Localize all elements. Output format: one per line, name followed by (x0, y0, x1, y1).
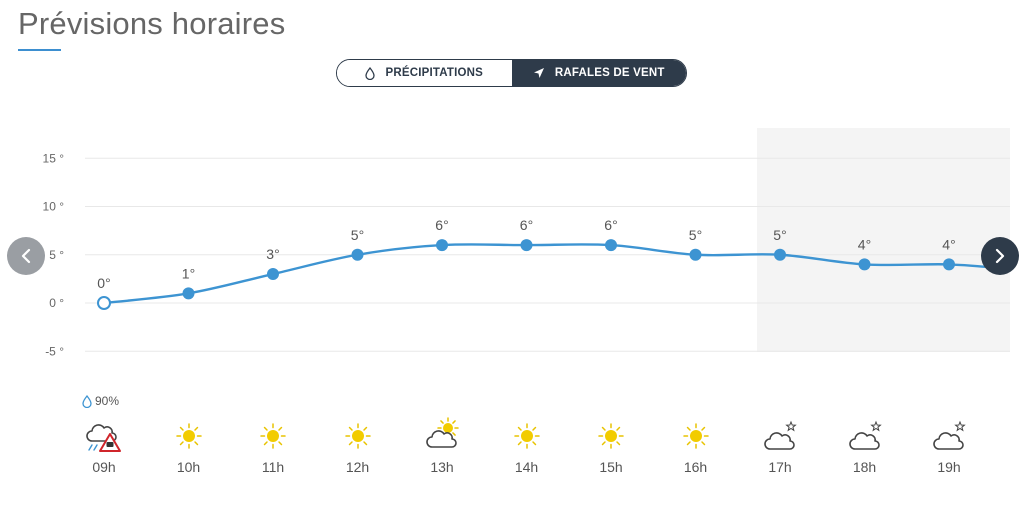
hour-column: 09h (74, 417, 134, 475)
temperature-label: 4° (858, 236, 871, 252)
data-point (182, 287, 195, 300)
drop-icon (82, 394, 92, 408)
cloud-snow-warning-icon (86, 424, 121, 452)
hour-label: 10h (176, 459, 201, 475)
data-point (774, 248, 786, 261)
data-point (605, 239, 617, 252)
hour-label: 13h (430, 459, 454, 475)
y-tick-label: 15 ° (43, 151, 65, 165)
title-underline (18, 49, 61, 51)
sun-cloud-icon (426, 417, 459, 448)
temperature-label: 5° (773, 227, 786, 243)
hour-label: 09h (92, 459, 116, 475)
precipitation-value: 90% (95, 394, 120, 408)
temperature-label: 0° (97, 275, 110, 291)
hour-column: 11h (243, 417, 303, 475)
precipitation-indicator: 90% (82, 394, 119, 408)
hour-label: 17h (768, 459, 792, 475)
chevron-right-icon (995, 248, 1005, 264)
data-point (351, 248, 364, 261)
temperature-label: 5° (351, 227, 364, 243)
tab-precipitations[interactable]: PRÉCIPITATIONS (337, 60, 512, 86)
sun-icon (260, 423, 286, 449)
tab-rafales-de-vent[interactable]: RAFALES DE VENT (511, 60, 686, 86)
tab-rafales-label: RAFALES DE VENT (554, 67, 665, 79)
y-tick-label: 10 ° (43, 200, 65, 214)
temperature-label: 6° (520, 217, 533, 233)
hour-label: 14h (514, 459, 539, 475)
data-point (689, 248, 702, 261)
hour-label: 12h (345, 459, 370, 475)
hour-label: 19h (937, 459, 961, 475)
y-tick-label: 0 ° (49, 296, 64, 310)
hour-column: 18h (835, 417, 895, 475)
forecast-mode-toggle: PRÉCIPITATIONS RAFALES DE VENT (336, 59, 687, 87)
data-point (520, 239, 533, 252)
next-button[interactable] (981, 237, 1019, 275)
temperature-label: 6° (435, 217, 448, 233)
temperature-label: 3° (266, 246, 279, 262)
hour-column: 12h (328, 417, 388, 475)
cloud-star-icon (933, 420, 966, 450)
hour-column: 17h (750, 417, 810, 475)
drop-icon (365, 66, 376, 80)
sun-icon (344, 423, 371, 449)
sun-icon (598, 423, 624, 449)
data-point (436, 239, 448, 252)
hour-label: 11h (261, 459, 285, 475)
temperature-label: 1° (182, 265, 195, 281)
page-title: Prévisions horaires (18, 6, 286, 41)
hour-label: 18h (852, 459, 877, 475)
temperature-label: 5° (689, 227, 702, 243)
sun-icon (682, 423, 709, 449)
hour-label: 15h (599, 459, 623, 475)
temperature-label: 4° (942, 236, 955, 252)
hour-column: 10h (159, 417, 219, 475)
hour-column: 14h (497, 417, 557, 475)
hour-column: 16h (666, 417, 726, 475)
hour-column: 19h (919, 417, 979, 475)
y-tick-label: 5 ° (49, 248, 64, 262)
hour-column: 13h (412, 417, 472, 475)
chevron-left-icon (21, 248, 31, 264)
hour-label: 16h (683, 459, 708, 475)
night-band (757, 128, 1010, 352)
data-point (943, 258, 955, 271)
cloud-star-icon (764, 420, 797, 450)
temperature-label: 6° (604, 217, 617, 233)
data-point (97, 296, 111, 310)
y-tick-label: -5 ° (45, 344, 64, 358)
tab-precipitations-label: PRÉCIPITATIONS (385, 67, 484, 79)
sun-icon (175, 423, 202, 449)
data-point (858, 258, 871, 271)
hour-column: 15h (581, 417, 641, 475)
data-point (267, 268, 279, 281)
wind-arrow-icon (533, 68, 544, 78)
sun-icon (513, 423, 540, 449)
previous-button[interactable] (7, 237, 45, 275)
cloud-star-icon (848, 420, 882, 450)
